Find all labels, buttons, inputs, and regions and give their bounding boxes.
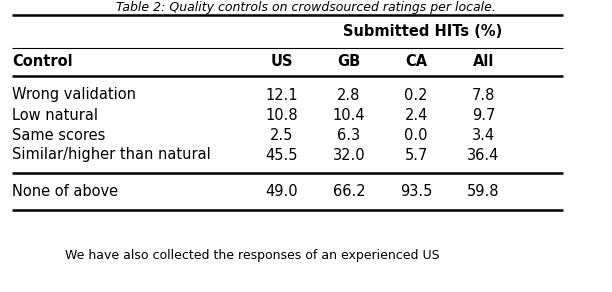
Text: 32.0: 32.0 (332, 147, 365, 163)
Text: US: US (271, 55, 293, 69)
Text: 6.3: 6.3 (337, 128, 360, 142)
Text: Low natural: Low natural (12, 107, 99, 123)
Text: 66.2: 66.2 (332, 185, 365, 199)
Text: Same scores: Same scores (12, 128, 106, 142)
Text: 93.5: 93.5 (400, 185, 432, 199)
Text: GB: GB (337, 55, 360, 69)
Text: 12.1: 12.1 (265, 88, 298, 102)
Text: 59.8: 59.8 (467, 185, 500, 199)
Text: 5.7: 5.7 (405, 147, 428, 163)
Text: 7.8: 7.8 (472, 88, 495, 102)
Text: Wrong validation: Wrong validation (12, 88, 136, 102)
Text: 10.8: 10.8 (265, 107, 298, 123)
Text: 2.5: 2.5 (270, 128, 293, 142)
Text: 2.8: 2.8 (337, 88, 360, 102)
Text: We have also collected the responses of an experienced US: We have also collected the responses of … (49, 248, 439, 262)
Text: Similar/higher than natural: Similar/higher than natural (12, 147, 211, 163)
Text: 36.4: 36.4 (468, 147, 499, 163)
Text: Submitted HITs (%): Submitted HITs (%) (343, 25, 502, 39)
Text: Control: Control (12, 55, 73, 69)
Text: 9.7: 9.7 (472, 107, 495, 123)
Text: 0.2: 0.2 (405, 88, 428, 102)
Text: 2.4: 2.4 (405, 107, 428, 123)
Text: 49.0: 49.0 (265, 185, 298, 199)
Text: Table 2: Quality controls on crowdsourced ratings per locale.: Table 2: Quality controls on crowdsource… (116, 1, 496, 15)
Text: 0.0: 0.0 (405, 128, 428, 142)
Text: None of above: None of above (12, 185, 118, 199)
Text: CA: CA (405, 55, 427, 69)
Text: 3.4: 3.4 (472, 128, 495, 142)
Text: All: All (473, 55, 494, 69)
Text: 10.4: 10.4 (332, 107, 365, 123)
Text: 45.5: 45.5 (265, 147, 298, 163)
